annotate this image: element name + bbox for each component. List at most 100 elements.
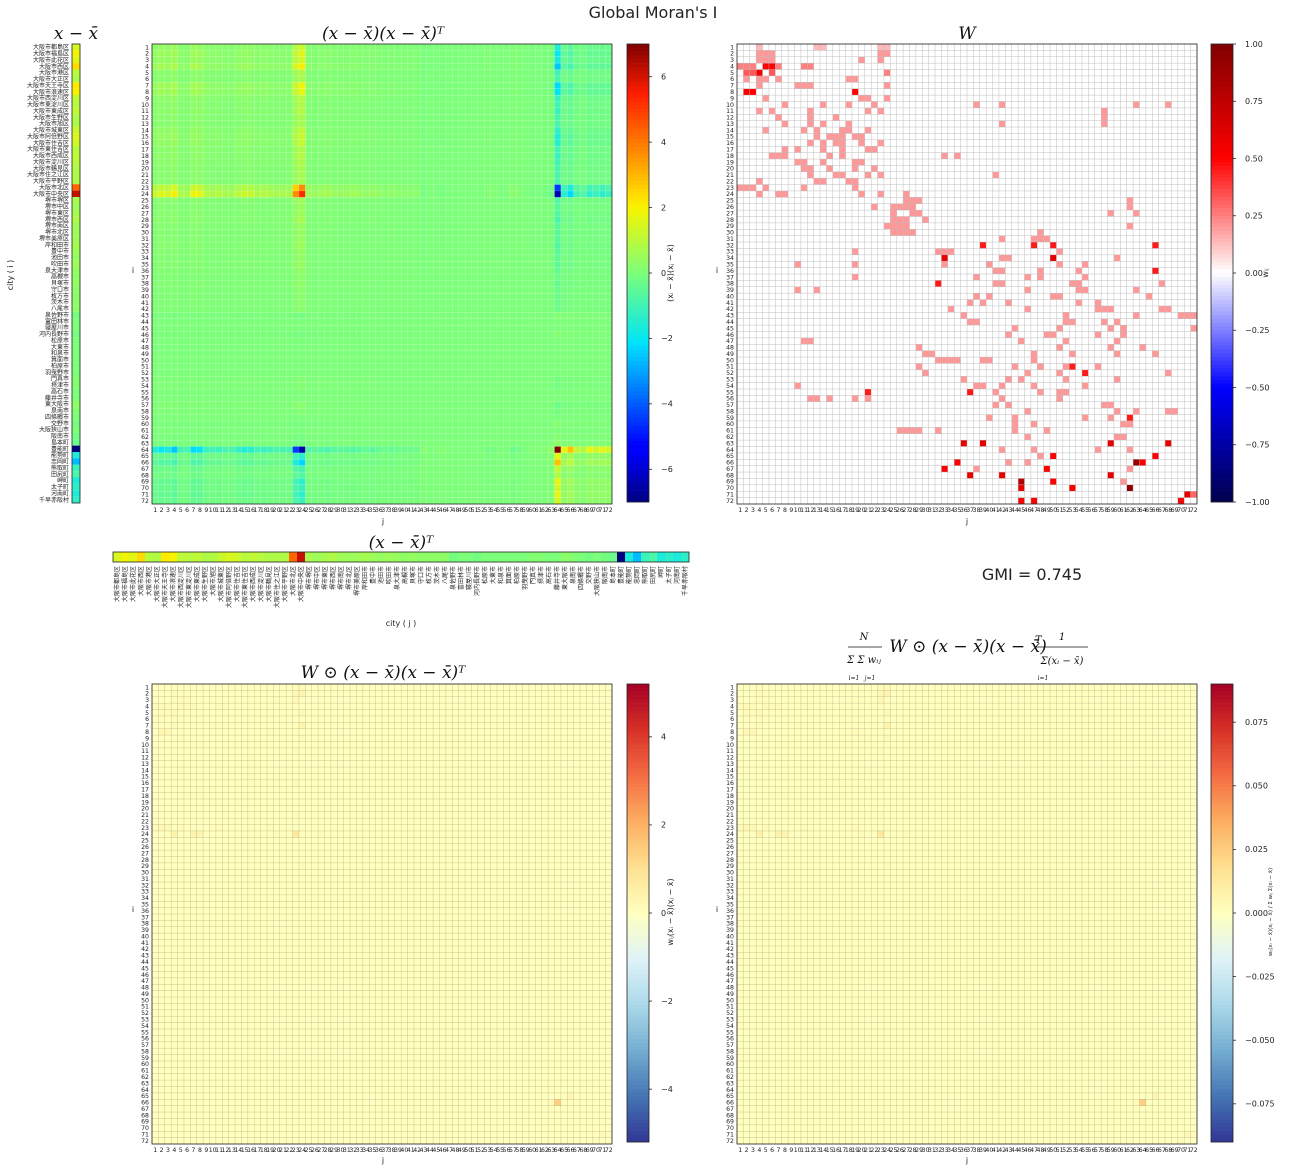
heatmap-cell (401, 76, 407, 82)
heatmap-cell (331, 44, 337, 50)
heatmap-cell (165, 108, 171, 114)
heatmap-cell (542, 133, 548, 139)
heatmap-cell (446, 89, 452, 95)
heatmap-cell (337, 153, 343, 159)
heatmap-cell (325, 114, 331, 120)
heatmap-cell (535, 127, 541, 133)
heatmap-cell (574, 89, 580, 95)
heatmap-cell (344, 76, 350, 82)
heatmap-cell (586, 63, 592, 69)
heatmap-cell (210, 95, 216, 101)
heatmap-cell (580, 146, 586, 152)
heatmap-cell (414, 70, 420, 76)
heatmap-cell (241, 140, 247, 146)
heatmap-cell (356, 140, 362, 146)
heatmap-cell (293, 114, 299, 120)
heatmap-cell (433, 76, 439, 82)
heatmap-cell (210, 102, 216, 108)
heatmap-cell (158, 146, 164, 152)
heatmap-cell (216, 70, 222, 76)
heatmap-cell (580, 102, 586, 108)
heatmap-cell (216, 95, 222, 101)
heatmap-cell (152, 76, 158, 82)
heatmap-cell (388, 76, 394, 82)
heatmap-cell (261, 108, 267, 114)
xdev-cell (72, 44, 80, 50)
heatmap-cell (395, 89, 401, 95)
heatmap-cell (484, 127, 490, 133)
heatmap-cell (165, 114, 171, 120)
heatmap-cell (235, 50, 241, 56)
heatmap-cell (523, 44, 529, 50)
heatmap-cell (408, 153, 414, 159)
heatmap-cell (165, 76, 171, 82)
heatmap-cell (395, 108, 401, 114)
heatmap-cell (586, 133, 592, 139)
heatmap-cell (363, 57, 369, 63)
heatmap-cell (216, 102, 222, 108)
heatmap-cell (401, 127, 407, 133)
heatmap-cell (286, 76, 292, 82)
heatmap-cell (606, 133, 612, 139)
heatmap-cell (273, 114, 279, 120)
heatmap-cell (586, 114, 592, 120)
heatmap-cell (178, 114, 184, 120)
heatmap-cell (465, 114, 471, 120)
heatmap-cell (158, 63, 164, 69)
heatmap-cell (312, 153, 318, 159)
heatmap-cell (497, 76, 503, 82)
heatmap-cell (241, 57, 247, 63)
heatmap-cell (471, 121, 477, 127)
heatmap-cell (261, 146, 267, 152)
heatmap-cell (567, 114, 573, 120)
heatmap-cell (408, 70, 414, 76)
heatmap-cell (171, 70, 177, 76)
heatmap-cell (331, 82, 337, 88)
heatmap-cell (510, 63, 516, 69)
heatmap-cell (427, 121, 433, 127)
heatmap-cell (152, 70, 158, 76)
heatmap-cell (197, 44, 203, 50)
heatmap-cell (567, 102, 573, 108)
heatmap-cell (210, 146, 216, 152)
heatmap-cell (555, 89, 561, 95)
heatmap-cell (503, 82, 509, 88)
heatmap-cell (376, 95, 382, 101)
heatmap-cell (567, 82, 573, 88)
heatmap-cell (427, 89, 433, 95)
heatmap-cell (248, 108, 254, 114)
heatmap-cell (325, 63, 331, 69)
heatmap-cell (178, 63, 184, 69)
heatmap-cell (388, 57, 394, 63)
heatmap-cell (478, 76, 484, 82)
heatmap-cell (286, 114, 292, 120)
heatmap-cell (267, 89, 273, 95)
heatmap-cell (363, 140, 369, 146)
heatmap-cell (376, 70, 382, 76)
xdev-tick-labels: 大阪市都島区大阪市福島区大阪市此花区大阪市西区大阪市港区大阪市大正区大阪市天王寺… (27, 43, 69, 504)
heatmap-cell (376, 133, 382, 139)
heatmap-cell (286, 140, 292, 146)
heatmap-cell (197, 114, 203, 120)
heatmap-cell (395, 44, 401, 50)
heatmap-cell (555, 63, 561, 69)
heatmap-cell (420, 140, 426, 146)
heatmap-cell (325, 50, 331, 56)
heatmap-cell (510, 146, 516, 152)
heatmap-cell (555, 146, 561, 152)
heatmap-cell (376, 127, 382, 133)
heatmap-cell (471, 102, 477, 108)
heatmap-cell (363, 82, 369, 88)
heatmap-cell (561, 153, 567, 159)
heatmap-cell (305, 114, 311, 120)
heatmap-cell (440, 114, 446, 120)
heatmap-cell (408, 50, 414, 56)
heatmap-cell (401, 82, 407, 88)
heatmap-cell (388, 121, 394, 127)
heatmap-cell (273, 140, 279, 146)
heatmap-cell (606, 153, 612, 159)
heatmap-cell (414, 50, 420, 56)
heatmap-cell (440, 108, 446, 114)
heatmap-cell (459, 76, 465, 82)
heatmap-cell (459, 133, 465, 139)
